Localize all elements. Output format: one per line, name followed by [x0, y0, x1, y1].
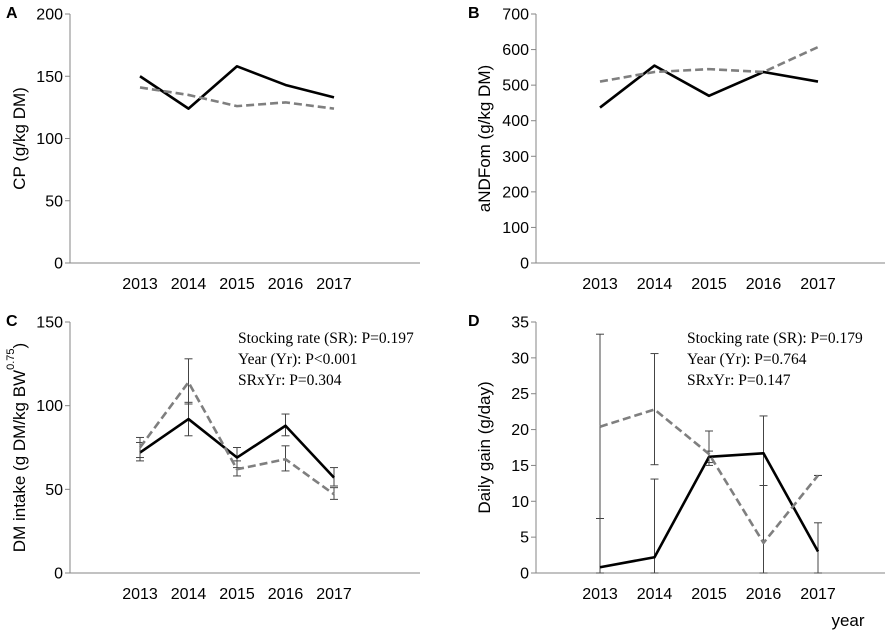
panel-letter: A [6, 5, 18, 22]
annotation-line: Year (Yr): P<0.001 [238, 351, 358, 368]
x-tick-label: 2013 [582, 276, 618, 293]
y-tick-label: 400 [502, 113, 529, 130]
y-tick-label: 300 [502, 149, 529, 166]
x-tick-label: 2013 [582, 586, 618, 603]
error-bar [184, 358, 193, 405]
y-tick-label: 15 [511, 458, 529, 475]
panel-letter: B [468, 5, 480, 22]
annotation-line: Stocking rate (SR): P=0.179 [687, 330, 863, 347]
panel-B: 0 100 200 300 400 500 600 700 2013 2014 2015 2016 20… [468, 5, 885, 293]
series-dashed [596, 333, 822, 574]
annotation-line: Year (Yr): P=0.764 [687, 351, 807, 368]
series-line-dashed [599, 408, 820, 545]
y-tick-label: 600 [502, 42, 529, 59]
panel-letter: C [6, 313, 18, 330]
y-tick-label: 100 [36, 131, 63, 148]
y-tick-label: 20 [511, 422, 529, 439]
series-line-solid [599, 64, 819, 109]
y-axis-title: CP (g/kg DM) [10, 87, 29, 190]
y-tick-label: 0 [520, 566, 529, 583]
x-tick-label: 2015 [219, 276, 255, 293]
series-dashed [136, 358, 338, 500]
x-tick-label: 2015 [691, 586, 727, 603]
x-tick-label: 2016 [746, 586, 782, 603]
x-tick-label: 2017 [800, 586, 836, 603]
y-tick-label: 5 [520, 530, 529, 547]
series-line-dashed [139, 86, 335, 110]
y-tick-label: 10 [511, 494, 529, 511]
y-tick-label: 25 [511, 386, 529, 403]
y-tick-label: 100 [502, 220, 529, 237]
series-line-dashed [599, 45, 819, 83]
x-tick-label: 2016 [268, 276, 304, 293]
series-line-solid [139, 417, 335, 479]
annotation-line: SRxYr: P=0.304 [238, 372, 342, 389]
x-tick-label: 2016 [746, 276, 782, 293]
x-tick-label: 2014 [171, 276, 207, 293]
y-tick-label: 35 [511, 315, 529, 332]
series-line-solid [599, 451, 820, 569]
error-bar [650, 353, 659, 466]
panel-D: 0 5 10 15 20 25 30 35 2013 2014 2015 2016 2017 D Daily… [468, 313, 885, 630]
y-tick-label: 150 [36, 69, 63, 86]
stats-annotation: Stocking rate (SR): P=0.197 Year (Yr): P<… [238, 330, 414, 389]
x-tick-label: 2017 [316, 586, 352, 603]
error-bar [596, 517, 604, 574]
series-solid [599, 64, 819, 109]
series-solid [139, 64, 335, 110]
x-tick-label: 2013 [122, 586, 158, 603]
panel-letter: D [468, 313, 480, 330]
stats-annotation: Stocking rate (SR): P=0.179 Year (Yr): P=… [687, 330, 863, 389]
y-tick-label: 50 [45, 482, 63, 499]
x-tick-label: 2015 [219, 586, 255, 603]
y-tick-label: 0 [520, 256, 529, 273]
y-axis-title: DM intake (g DM/kg BW0.75) [5, 343, 29, 552]
y-axis-title: aNDFom (g/kg DM) [475, 65, 494, 212]
y-tick-label: 200 [36, 7, 63, 24]
series-line-dashed [138, 380, 335, 496]
y-tick-label: 30 [511, 350, 529, 367]
panel-C: 0 50 100 150 2013 2014 2015 2016 2017 C DM intake … [5, 313, 420, 603]
y-tick-label: 500 [502, 78, 529, 95]
series-line-solid [139, 64, 335, 110]
x-tick-label: 2015 [691, 276, 727, 293]
x-tick-label: 2017 [316, 276, 352, 293]
y-axis-title-superscript: 0.75 [5, 348, 17, 369]
y-tick-label: 150 [36, 315, 63, 332]
y-tick-label: 0 [54, 566, 63, 583]
y-tick-label: 200 [502, 184, 529, 201]
x-tick-label: 2014 [637, 276, 673, 293]
y-tick-label: 700 [502, 7, 529, 24]
y-tick-label: 100 [36, 398, 63, 415]
panel-A: 0 50 100 150 200 2013 2014 2015 2016 2017 A CP (g/k… [6, 5, 420, 293]
annotation-line: Stocking rate (SR): P=0.197 [238, 330, 414, 347]
y-axis-title: Daily gain (g/day) [475, 381, 494, 513]
x-tick-label: 2013 [122, 276, 158, 293]
series-dashed [599, 45, 819, 83]
x-tick-label: 2014 [171, 586, 207, 603]
annotation-line: SRxYr: P=0.147 [687, 372, 791, 389]
y-tick-label: 0 [54, 256, 63, 273]
error-bar [759, 485, 768, 574]
error-bar [814, 522, 822, 574]
y-tick-label: 50 [45, 193, 63, 210]
x-axis-title: year [831, 611, 864, 630]
series-dashed [139, 86, 335, 110]
x-tick-label: 2014 [637, 586, 673, 603]
x-tick-label: 2017 [800, 276, 836, 293]
error-bar [705, 430, 713, 466]
x-tick-label: 2016 [268, 586, 304, 603]
